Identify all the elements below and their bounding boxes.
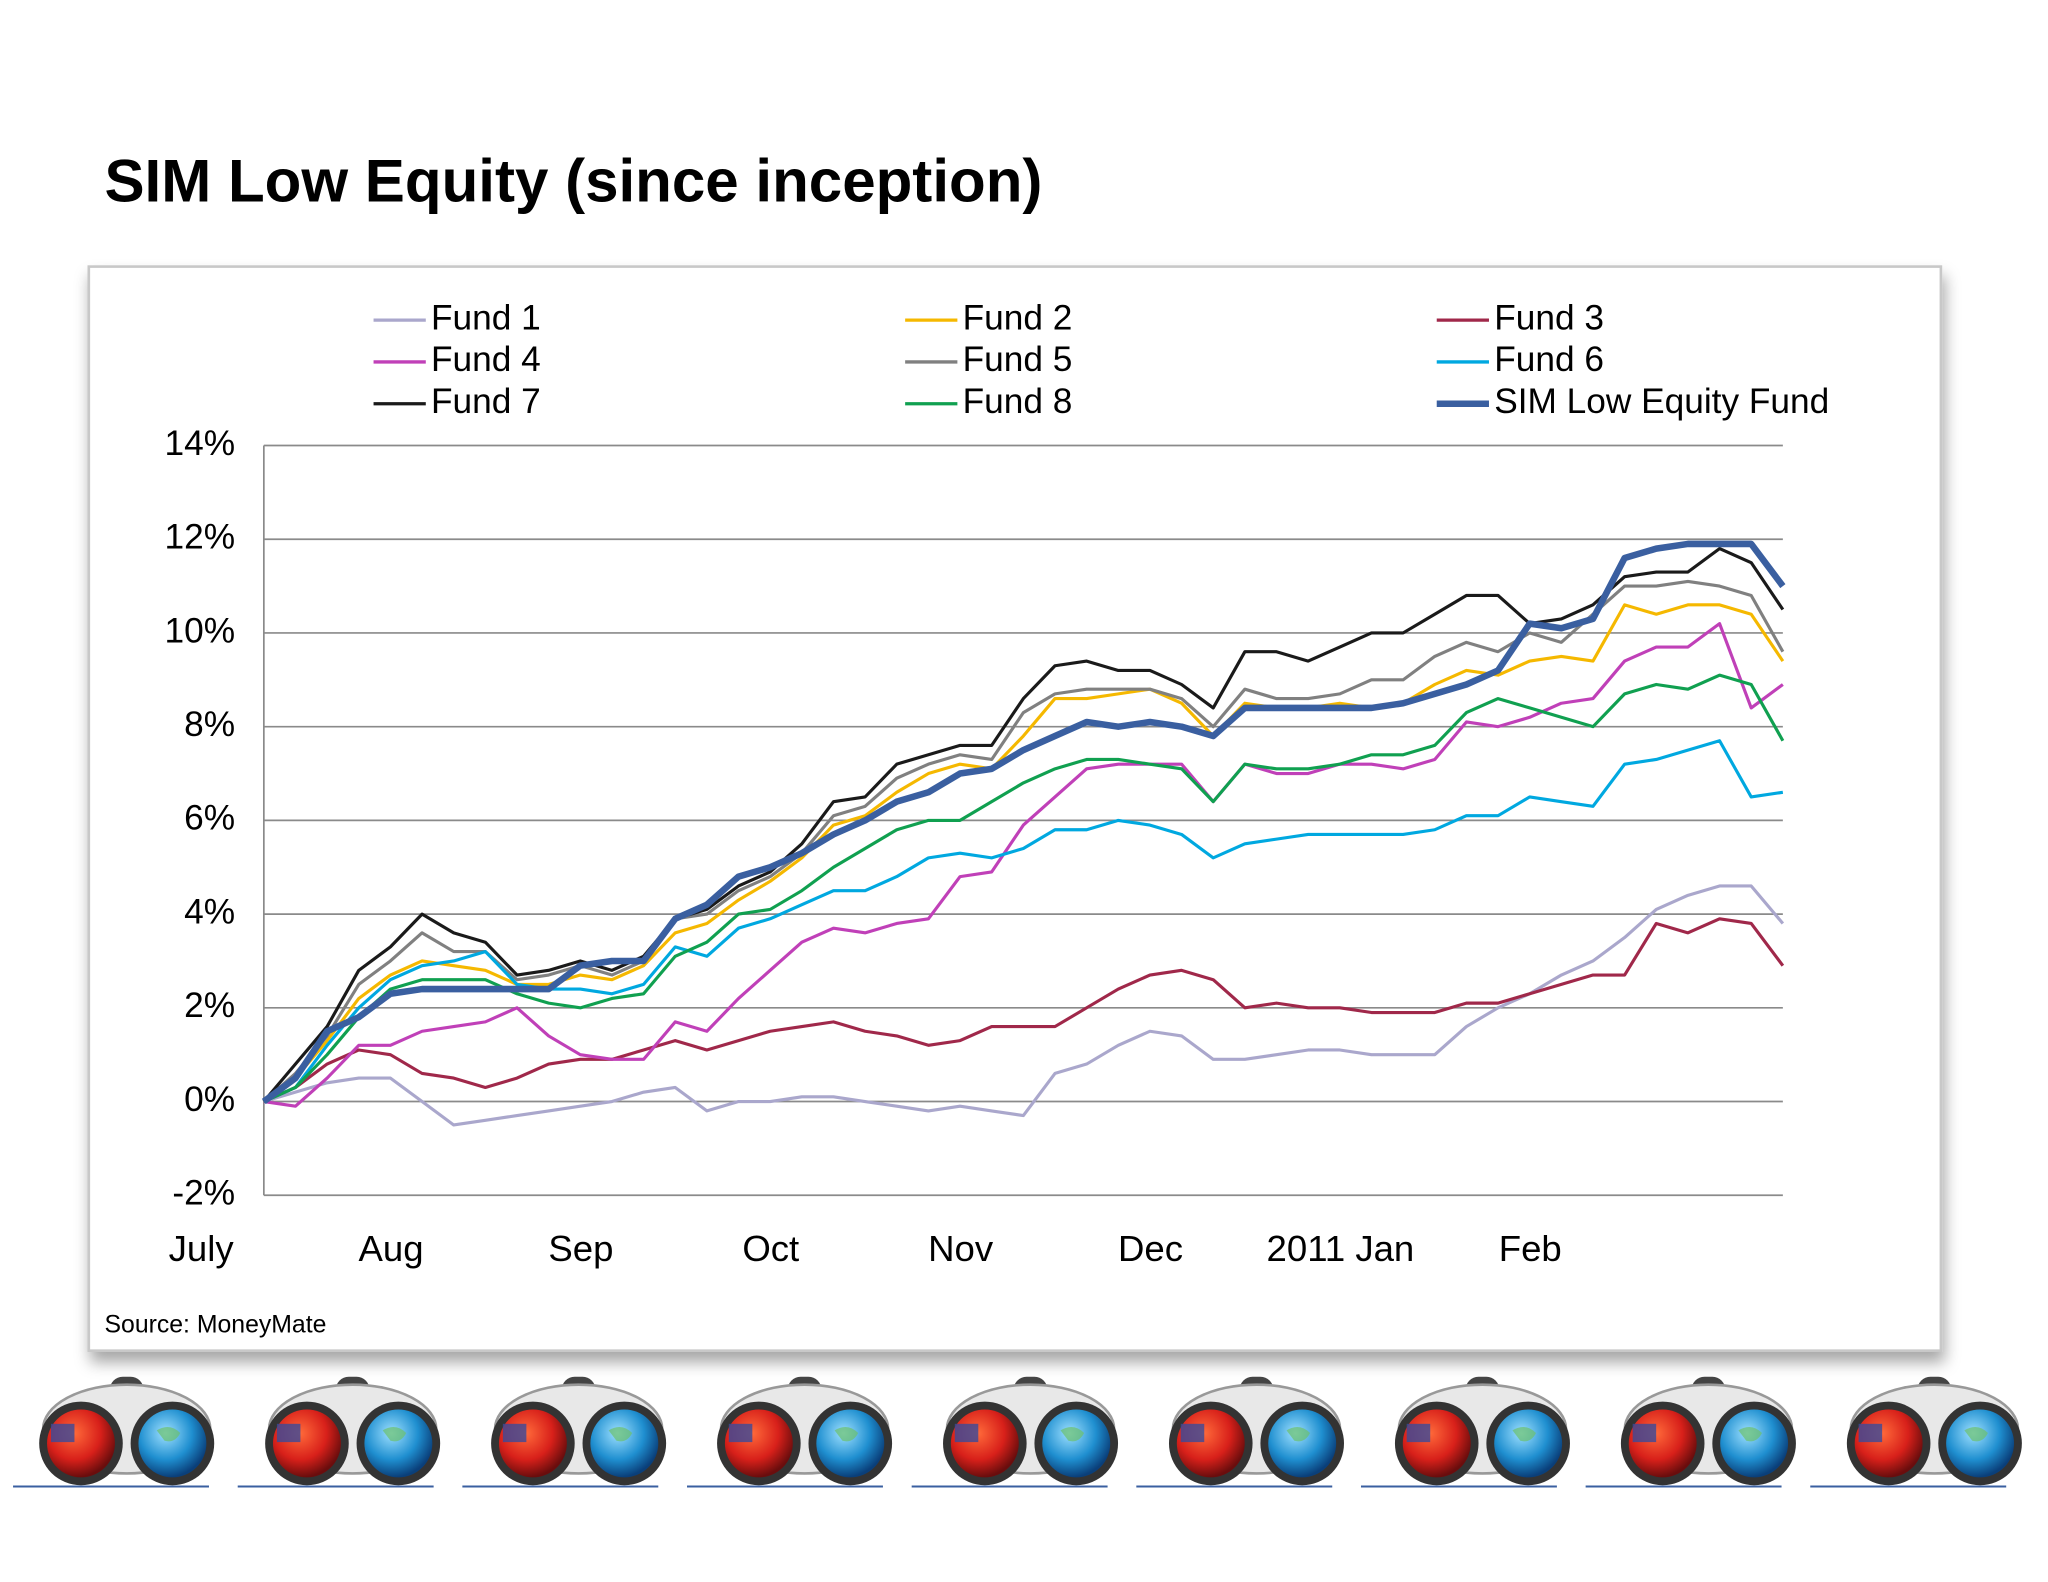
series-line bbox=[262, 579, 1785, 1103]
x-tick-label: Dec bbox=[1118, 1228, 1183, 1269]
x-tick-label: Nov bbox=[928, 1228, 994, 1269]
y-tick-label: 12% bbox=[165, 518, 236, 557]
chart-panel bbox=[87, 265, 1943, 1352]
legend-label: Fund 5 bbox=[963, 340, 1073, 379]
binoculars-icon bbox=[1845, 1375, 2024, 1487]
binoculars-icon bbox=[37, 1375, 216, 1487]
legend-label: Fund 4 bbox=[431, 340, 541, 379]
y-tick-label: 14% bbox=[165, 424, 236, 463]
series-line bbox=[263, 622, 1784, 1108]
legend-label: Fund 2 bbox=[963, 298, 1073, 337]
legend-label: Fund 6 bbox=[1494, 340, 1604, 379]
series-line bbox=[263, 917, 1785, 1103]
slide-title: SIM Low Equity (since inception) bbox=[104, 147, 1042, 214]
legend-label: Fund 8 bbox=[963, 382, 1073, 421]
binoculars-icon bbox=[489, 1375, 668, 1487]
y-tick-label: -2% bbox=[172, 1174, 235, 1213]
x-tick-label: Aug bbox=[358, 1228, 423, 1269]
y-tick-label: 6% bbox=[184, 799, 235, 838]
x-tick-label: Oct bbox=[742, 1228, 799, 1269]
binoculars-icon bbox=[1619, 1375, 1798, 1487]
footer-decoration bbox=[13, 1375, 2035, 1488]
series-line bbox=[263, 739, 1784, 1103]
x-tick-label: Sep bbox=[548, 1228, 613, 1269]
binoculars-icon bbox=[263, 1375, 442, 1487]
x-tick-label: Feb bbox=[1499, 1228, 1562, 1269]
legend-label: Fund 3 bbox=[1494, 298, 1604, 337]
binoculars-icon bbox=[1393, 1375, 1572, 1487]
binoculars-icon bbox=[1167, 1375, 1346, 1487]
legend-label: SIM Low Equity Fund bbox=[1494, 382, 1829, 421]
binoculars-icon bbox=[715, 1375, 894, 1487]
x-tick-label: 2011 Jan bbox=[1267, 1228, 1415, 1269]
y-tick-label: 10% bbox=[165, 611, 236, 650]
x-tick-label: July bbox=[169, 1228, 235, 1269]
y-tick-label: 8% bbox=[184, 705, 235, 744]
y-tick-label: 0% bbox=[184, 1080, 235, 1119]
binoculars-icon bbox=[941, 1375, 1120, 1487]
series-line bbox=[261, 540, 1786, 1105]
chart: -2% 0% 2% 4% 6% 8% 10% 12% 14% July Aug Sep Oct Nov De… bbox=[165, 298, 1830, 1269]
legend-label: Fund 7 bbox=[431, 382, 541, 421]
source-note: Source: MoneyMate bbox=[104, 1311, 326, 1338]
y-tick-label: 2% bbox=[184, 986, 235, 1025]
series-line bbox=[263, 673, 1785, 1103]
legend-label: Fund 1 bbox=[431, 298, 541, 337]
y-tick-label: 4% bbox=[184, 892, 235, 931]
